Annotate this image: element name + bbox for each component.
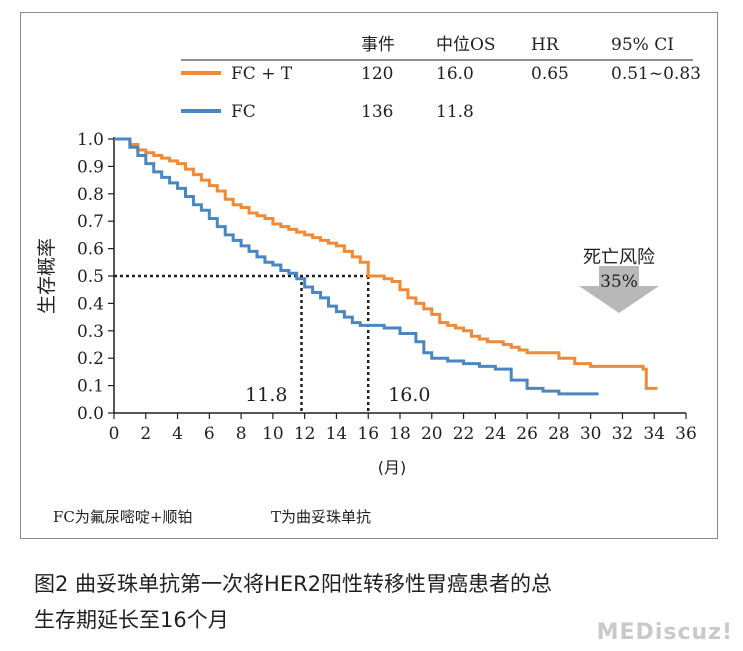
table-cell: 120 xyxy=(361,64,393,84)
caption-line-2: 生存期延长至16个月 xyxy=(34,608,229,632)
footnote: FC为氟尿嘧啶+顺铂 T为曲妥珠单抗 xyxy=(53,508,371,526)
legend-label: FC xyxy=(231,102,256,122)
y-tick-label: 0.6 xyxy=(77,240,104,260)
table-header: 事件 xyxy=(361,35,395,55)
x-tick-label: 10 xyxy=(262,424,284,444)
x-tick-label: 14 xyxy=(326,424,348,444)
y-tick-label: 0.2 xyxy=(77,349,104,369)
legend-label: FC + T xyxy=(231,64,293,84)
table-cell: 16.0 xyxy=(436,64,474,84)
figure-frame: 事件 中位OS HR 95% CI FC + T 120 16.0 0.65 0.51~0.83… xyxy=(20,12,718,539)
y-axis-label: 生存概率 xyxy=(36,238,58,314)
y-tick-label: 0.1 xyxy=(77,377,104,397)
y-tick-label: 1.0 xyxy=(77,130,104,150)
summary-table: 事件 中位OS HR 95% CI FC + T 120 16.0 0.65 0.51~0.83… xyxy=(181,35,701,122)
footnote-right: T为曲妥珠单抗 xyxy=(271,508,371,526)
table-cell: 11.8 xyxy=(436,102,474,122)
table-header: 中位OS xyxy=(436,35,496,55)
y-tick-label: 0.4 xyxy=(77,294,104,314)
x-tick-label: 32 xyxy=(612,424,634,444)
x-tick-label: 24 xyxy=(485,424,507,444)
y-tick-label: 0.8 xyxy=(77,185,104,205)
table-cell: 136 xyxy=(361,102,393,122)
survival-curve-fc xyxy=(114,137,599,396)
x-tick-label: 0 xyxy=(109,424,120,444)
x-tick-label: 8 xyxy=(236,424,247,444)
x-tick-label: 12 xyxy=(294,424,316,444)
x-tick-label: 2 xyxy=(140,424,151,444)
risk-annotation: 死亡风险 35% xyxy=(579,247,659,313)
x-tick-label: 34 xyxy=(643,424,665,444)
x-tick-label: 16 xyxy=(357,424,379,444)
annotation-label: 死亡风险 xyxy=(583,247,655,268)
y-tick-label: 0.3 xyxy=(77,322,104,342)
median-label: 16.0 xyxy=(388,384,430,406)
x-tick-label: 22 xyxy=(453,424,475,444)
watermark: MEDiscuz! xyxy=(596,620,733,645)
figure-caption: 图2 曲妥珠单抗第一次将HER2阳性转移性胃癌患者的总 生存期延长至16个月 xyxy=(34,566,724,638)
x-tick-label: 36 xyxy=(675,424,697,444)
x-tick-label: 18 xyxy=(389,424,411,444)
survival-curves xyxy=(114,137,658,396)
caption-line-1: 图2 曲妥珠单抗第一次将HER2阳性转移性胃癌患者的总 xyxy=(34,572,553,596)
x-tick-label: 28 xyxy=(548,424,570,444)
x-axis-label: (月) xyxy=(378,458,407,477)
chart-axes: 0.00.10.20.30.40.50.60.70.80.91.00 2 4 6 8 10… xyxy=(36,130,697,477)
survival-curve-fc-t xyxy=(114,137,658,390)
y-tick-label: 0.5 xyxy=(77,267,104,287)
x-tick-label: 30 xyxy=(580,424,602,444)
y-tick-label: 0.7 xyxy=(77,212,104,232)
down-arrow-icon xyxy=(579,266,659,313)
x-tick-label: 6 xyxy=(204,424,215,444)
footnote-left: FC为氟尿嘧啶+顺铂 xyxy=(53,508,192,526)
x-tick-label: 20 xyxy=(421,424,443,444)
annotation-value: 35% xyxy=(600,272,638,292)
table-cell: 0.51~0.83 xyxy=(611,64,701,84)
x-tick-label: 4 xyxy=(172,424,183,444)
table-cell: 0.65 xyxy=(531,64,569,84)
y-tick-label: 0.9 xyxy=(77,157,104,177)
table-header: HR xyxy=(531,35,560,55)
median-label: 11.8 xyxy=(245,384,287,406)
y-tick-label: 0.0 xyxy=(77,404,104,424)
table-header: 95% CI xyxy=(611,35,674,55)
x-tick-label: 26 xyxy=(516,424,538,444)
median-reference-lines: 11.8 16.0 xyxy=(114,274,431,413)
